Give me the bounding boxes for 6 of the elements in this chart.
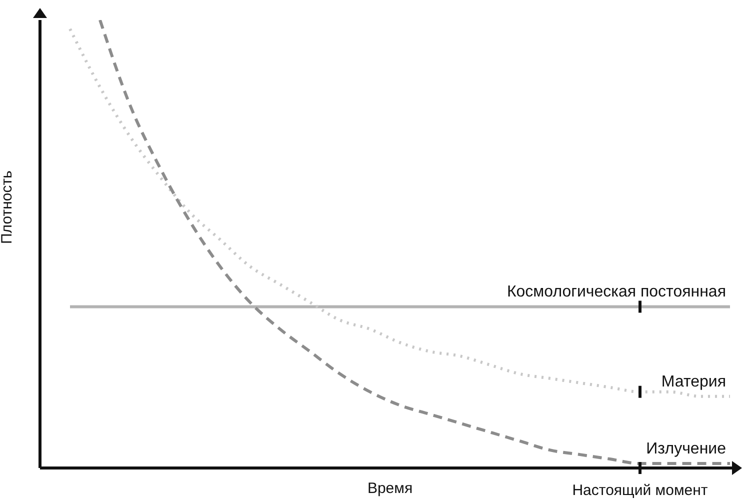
series-label: Космологическая постоянная (506, 284, 726, 301)
text: Настоящий момент (572, 482, 708, 499)
x-axis-title: Время (367, 480, 413, 497)
series-label: Излучение (646, 440, 726, 458)
series-label: Материя (661, 373, 726, 390)
y-axis-title: Плотность (0, 170, 16, 244)
